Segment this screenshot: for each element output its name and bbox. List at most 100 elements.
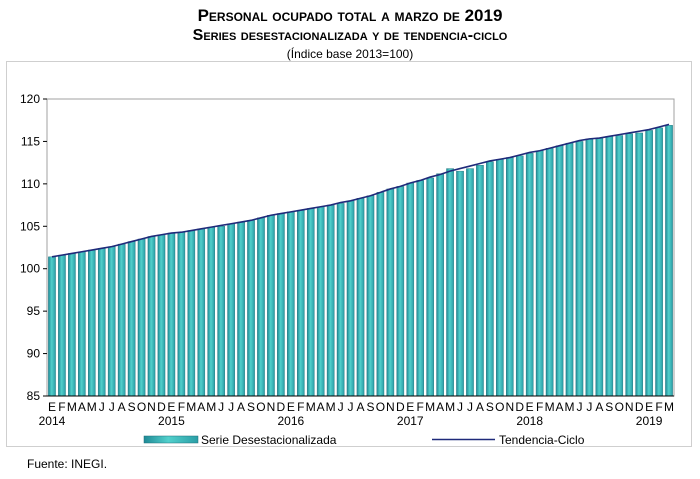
bar [605,136,614,397]
bar [68,253,76,397]
bar [117,243,126,397]
bar [237,221,245,397]
chart-note: (Índice base 2013=100) [286,47,414,61]
x-tick-label: J [467,400,473,414]
x-tick-label: J [338,400,344,414]
x-year-label: 2015 [158,414,185,428]
x-tick-label: S [486,400,494,414]
x-tick-label: M [186,400,196,414]
y-tick-label: 90 [27,347,41,361]
bar [167,232,176,397]
bar [376,192,385,397]
bar [197,228,206,397]
x-tick-label: D [635,400,644,414]
bar [595,137,604,397]
x-tick-label: O [137,400,146,414]
x-tick-label: A [556,400,564,414]
bar [127,241,136,397]
legend: Serie Desestacionalizada Tendencia-Ciclo [143,433,585,447]
bar [78,251,86,397]
x-tick-label: S [247,400,255,414]
bar [396,186,405,397]
legend-label-desestacionalizada: Serie Desestacionalizada [201,433,337,447]
x-tick-label: F [58,400,65,414]
x-tick-label: M [664,400,674,414]
x-tick-label: O [615,400,624,414]
x-tick-label: M [206,400,216,414]
bar [535,150,544,397]
x-tick-label: N [625,400,634,414]
bar [555,145,564,397]
x-tick-label: O [495,400,504,414]
x-tick-label: J [99,400,105,414]
bar [655,127,663,397]
x-tick-label: N [147,400,156,414]
x-tick-label: N [267,400,276,414]
x-tick-label: J [228,400,234,414]
x-tick-label: N [505,400,514,414]
x-year-label: 2018 [516,414,543,428]
x-tick-label: F [536,400,543,414]
bar [297,209,305,397]
x-tick-label: J [457,400,463,414]
bar [456,170,464,397]
bar [625,133,634,397]
x-tick-label: E [406,400,414,414]
y-tick-label: 120 [20,92,40,106]
bar [565,142,574,397]
x-tick-label: A [237,400,245,414]
bar [356,198,365,397]
y-tick-label: 110 [21,177,40,191]
chart-title: Personal ocupado total a marzo de 2019 [197,6,503,25]
x-tick-label: E [645,400,653,414]
bar [267,215,275,397]
x-tick-label: E [287,400,295,414]
y-tick-label: 85 [27,389,41,403]
bar [436,173,444,397]
x-tick-label: O [256,400,265,414]
x-tick-label: D [396,400,405,414]
x-tick-label: J [218,400,224,414]
chart-frame: 120 115 110 105 100 95 90 85 E F M A M J J A S O N D E F M A M J J… [6,61,692,447]
x-tick-label: M [67,400,77,414]
bar [615,135,624,397]
x-tick-label: M [445,400,455,414]
bar [147,236,156,397]
x-tick-label: E [167,400,175,414]
bar [107,246,116,397]
x-tick-label: S [605,400,613,414]
x-tick-label: A [197,400,205,414]
bar [48,256,56,397]
x-tick-label: A [476,400,484,414]
bar [306,208,315,397]
bar [326,204,335,397]
bar [247,220,255,397]
x-tick-label: A [118,400,126,414]
bar [366,195,375,397]
bar [416,180,425,397]
bar [316,206,325,397]
x-tick-label: O [376,400,385,414]
bar [496,159,504,397]
bar [426,177,434,397]
x-tick-label: M [306,400,316,414]
x-tick-label: M [87,400,97,414]
x-tick-label: F [297,400,304,414]
x-year-label: 2014 [39,414,66,428]
bar [506,157,514,397]
x-tick-label: F [417,400,424,414]
x-tick-label: D [515,400,524,414]
x-year-label: 2019 [636,414,663,428]
legend-swatch-desestacionalizada [143,435,199,444]
x-tick-label: F [178,400,185,414]
x-tick-label: A [356,400,364,414]
bar [346,200,355,397]
bar [515,155,524,397]
trend-line [51,123,670,258]
x-tick-label: S [128,400,136,414]
bar [645,130,653,397]
x-tick-label: A [595,400,603,414]
bar [406,182,415,397]
x-tick-label: J [576,400,582,414]
x-year-label: 2016 [277,414,304,428]
